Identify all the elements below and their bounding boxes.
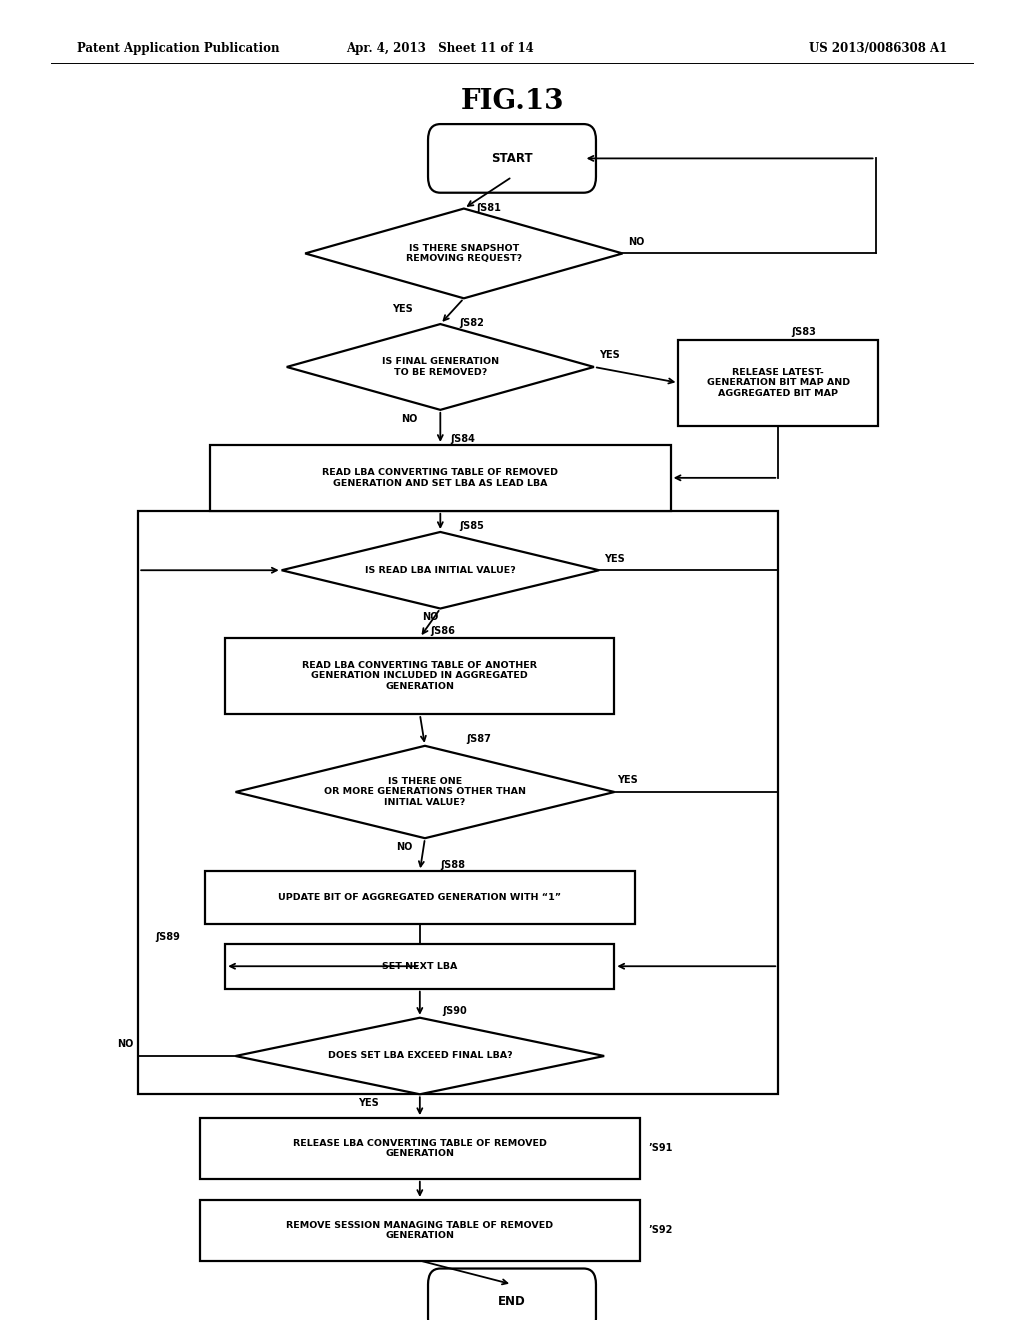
Text: NO: NO	[401, 414, 418, 424]
Text: ʃS88: ʃS88	[440, 859, 465, 870]
Text: ʃS86: ʃS86	[430, 626, 455, 636]
FancyBboxPatch shape	[428, 124, 596, 193]
Text: ʃS90: ʃS90	[442, 1006, 467, 1016]
Text: ʃS85: ʃS85	[459, 520, 483, 531]
Text: START: START	[492, 152, 532, 165]
Text: ’S92: ’S92	[648, 1225, 673, 1236]
Text: NO: NO	[628, 236, 644, 247]
Text: DOES SET LBA EXCEED FINAL LBA?: DOES SET LBA EXCEED FINAL LBA?	[328, 1052, 512, 1060]
Text: ʃS81: ʃS81	[476, 202, 501, 213]
Text: IS THERE ONE
OR MORE GENERATIONS OTHER THAN
INITIAL VALUE?: IS THERE ONE OR MORE GENERATIONS OTHER T…	[324, 777, 526, 807]
Text: NO: NO	[117, 1039, 133, 1049]
Bar	[678, 341, 878, 425]
Text: SET NEXT LBA: SET NEXT LBA	[382, 962, 458, 970]
Text: END: END	[498, 1295, 526, 1308]
Text: ʃS83: ʃS83	[792, 327, 816, 338]
Text: ʃS82: ʃS82	[459, 318, 483, 329]
Text: ʃS89: ʃS89	[156, 932, 180, 942]
Text: YES: YES	[392, 304, 413, 314]
Bar	[200, 1118, 640, 1179]
Text: ’S91: ’S91	[648, 1143, 673, 1154]
Text: UPDATE BIT OF AGGREGATED GENERATION WITH “1”: UPDATE BIT OF AGGREGATED GENERATION WITH…	[279, 894, 561, 902]
Polygon shape	[305, 209, 623, 298]
Polygon shape	[236, 1018, 604, 1094]
Bar	[225, 638, 614, 714]
Bar	[200, 1200, 640, 1261]
FancyBboxPatch shape	[428, 1269, 596, 1320]
Text: US 2013/0086308 A1: US 2013/0086308 A1	[809, 42, 947, 55]
Text: REMOVE SESSION MANAGING TABLE OF REMOVED
GENERATION: REMOVE SESSION MANAGING TABLE OF REMOVED…	[287, 1221, 553, 1239]
Text: ʃS84: ʃS84	[451, 433, 475, 444]
Bar	[210, 445, 671, 511]
Text: YES: YES	[599, 350, 620, 360]
Text: YES: YES	[358, 1098, 379, 1109]
Text: NO: NO	[422, 612, 438, 623]
Text: IS READ LBA INITIAL VALUE?: IS READ LBA INITIAL VALUE?	[365, 566, 516, 574]
Text: RELEASE LATEST-
GENERATION BIT MAP AND
AGGREGATED BIT MAP: RELEASE LATEST- GENERATION BIT MAP AND A…	[707, 368, 850, 397]
Text: READ LBA CONVERTING TABLE OF REMOVED
GENERATION AND SET LBA AS LEAD LBA: READ LBA CONVERTING TABLE OF REMOVED GEN…	[323, 469, 558, 487]
Text: FIG.13: FIG.13	[460, 88, 564, 115]
Bar	[138, 511, 778, 1094]
Bar	[205, 871, 635, 924]
Text: Apr. 4, 2013   Sheet 11 of 14: Apr. 4, 2013 Sheet 11 of 14	[346, 42, 535, 55]
Text: YES: YES	[617, 775, 638, 785]
Text: Patent Application Publication: Patent Application Publication	[77, 42, 280, 55]
Polygon shape	[282, 532, 599, 609]
Text: RELEASE LBA CONVERTING TABLE OF REMOVED
GENERATION: RELEASE LBA CONVERTING TABLE OF REMOVED …	[293, 1139, 547, 1158]
Text: ʃS87: ʃS87	[466, 734, 490, 744]
Text: IS FINAL GENERATION
TO BE REMOVED?: IS FINAL GENERATION TO BE REMOVED?	[382, 358, 499, 376]
Text: NO: NO	[396, 842, 413, 853]
Polygon shape	[236, 746, 614, 838]
Polygon shape	[287, 325, 594, 409]
Text: READ LBA CONVERTING TABLE OF ANOTHER
GENERATION INCLUDED IN AGGREGATED
GENERATIO: READ LBA CONVERTING TABLE OF ANOTHER GEN…	[302, 661, 538, 690]
Bar	[225, 944, 614, 989]
Text: IS THERE SNAPSHOT
REMOVING REQUEST?: IS THERE SNAPSHOT REMOVING REQUEST?	[406, 244, 522, 263]
Text: YES: YES	[604, 553, 625, 564]
